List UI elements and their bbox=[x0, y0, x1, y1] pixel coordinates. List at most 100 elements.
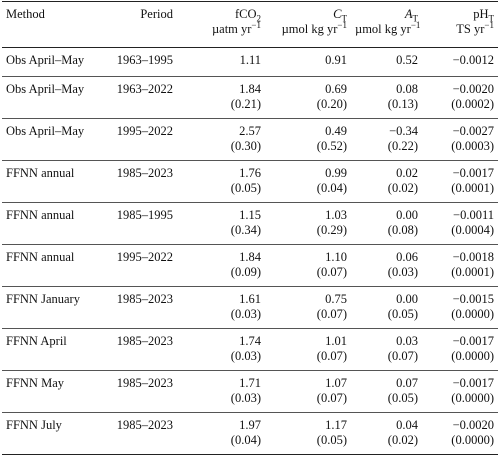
value-cell: −0.0017 (0.0001) bbox=[422, 161, 498, 203]
header-symbol: C bbox=[333, 7, 342, 21]
table-row: FFNN April 1985–2023 1.74 (0.03) 1.01 (0.07) 0… bbox=[2, 329, 498, 371]
method-cell: FFNN annual bbox=[2, 245, 107, 287]
method-cell: FFNN annual bbox=[2, 161, 107, 203]
value: 1.61 bbox=[239, 292, 261, 306]
value-cell: 2.57 (0.30) bbox=[177, 119, 265, 161]
method: FFNN annual bbox=[6, 250, 75, 264]
value-cell: 1.15 (0.34) bbox=[177, 203, 265, 245]
value: −0.0011 bbox=[453, 208, 494, 222]
error: (0.34) bbox=[230, 223, 261, 237]
value: −0.34 bbox=[389, 124, 418, 138]
header-symbol: Period bbox=[140, 7, 173, 21]
value-cell: 1.61 (0.03) bbox=[177, 287, 265, 329]
error: (0.02) bbox=[387, 433, 418, 447]
value-cell: 0.06 (0.03) bbox=[351, 245, 422, 287]
method: FFNN annual bbox=[6, 166, 75, 180]
value-cell: −0.0020 (0.0000) bbox=[422, 413, 498, 455]
header-symbol: Method bbox=[6, 7, 45, 21]
column-header: pHT TS yr−1 bbox=[422, 2, 498, 48]
value-cell: 0.00 (0.08) bbox=[351, 203, 422, 245]
table-row: FFNN annual 1995–2022 1.84 (0.09) 1.10 (0.07)… bbox=[2, 245, 498, 287]
value-cell: 0.52 bbox=[351, 48, 422, 77]
value: 0.08 bbox=[396, 82, 418, 96]
error: (0.09) bbox=[230, 265, 261, 279]
header-unit: µmol kg yr bbox=[281, 22, 338, 36]
value: −0.0020 bbox=[452, 418, 494, 432]
method: Obs April–May bbox=[6, 82, 85, 96]
value-cell: 0.75 (0.07) bbox=[265, 287, 351, 329]
value-cell: 1.74 (0.03) bbox=[177, 329, 265, 371]
value: 0.00 bbox=[396, 208, 418, 222]
value: 1.11 bbox=[239, 53, 261, 67]
value-cell: 0.91 bbox=[265, 48, 351, 77]
value-cell: 1.03 (0.29) bbox=[265, 203, 351, 245]
table-row: Obs April–May 1995–2022 2.57 (0.30) 0.49 (0.5… bbox=[2, 119, 498, 161]
method-cell: FFNN April bbox=[2, 329, 107, 371]
error: (0.0000) bbox=[451, 433, 494, 447]
error: (0.07) bbox=[316, 307, 347, 321]
error: (0.05) bbox=[387, 307, 418, 321]
period: 1985–2023 bbox=[116, 418, 173, 432]
error: (0.52) bbox=[316, 139, 347, 153]
value: 1.01 bbox=[325, 334, 347, 348]
error: (0.07) bbox=[387, 349, 418, 363]
value-cell: 1.84 (0.09) bbox=[177, 245, 265, 287]
method: FFNN annual bbox=[6, 208, 75, 222]
error: (0.03) bbox=[230, 391, 261, 405]
value: 1.84 bbox=[239, 82, 261, 96]
table-row: Obs April–May 1963–2022 1.84 (0.21) 0.69 (0.2… bbox=[2, 77, 498, 119]
table-body: Obs April–May 1963–1995 1.11 0.91 0.52 −0.001… bbox=[2, 48, 498, 455]
error: (0.02) bbox=[387, 181, 418, 195]
period-cell: 1995–2022 bbox=[107, 245, 177, 287]
value-cell: 1.71 (0.03) bbox=[177, 371, 265, 413]
error: (0.08) bbox=[387, 223, 418, 237]
value: 0.99 bbox=[325, 166, 347, 180]
value-cell: 1.07 (0.07) bbox=[265, 371, 351, 413]
method-cell: FFNN January bbox=[2, 287, 107, 329]
value-cell: 0.03 (0.07) bbox=[351, 329, 422, 371]
period: 1963–1995 bbox=[116, 53, 173, 67]
period-cell: 1985–2023 bbox=[107, 287, 177, 329]
header-superscript: −1 bbox=[484, 19, 494, 30]
error: (0.0001) bbox=[451, 181, 494, 195]
value-cell: 0.99 (0.04) bbox=[265, 161, 351, 203]
error: (0.13) bbox=[387, 97, 418, 111]
error: (0.0001) bbox=[451, 265, 494, 279]
table-header: Method Period fCO2 µatm yr−1 CT µmol kg yr−1 A… bbox=[2, 1, 498, 48]
period-cell: 1963–2022 bbox=[107, 77, 177, 119]
method-cell: Obs April–May bbox=[2, 119, 107, 161]
value-cell: 1.01 (0.07) bbox=[265, 329, 351, 371]
table-row: FFNN annual 1985–2023 1.76 (0.05) 0.99 (0.04)… bbox=[2, 161, 498, 203]
method-cell: Obs April–May bbox=[2, 48, 107, 77]
header-subscript: T bbox=[412, 13, 419, 24]
error: (0.05) bbox=[316, 433, 347, 447]
header-unit: TS yr bbox=[456, 22, 485, 36]
period-cell: 1963–1995 bbox=[107, 48, 177, 77]
value: −0.0020 bbox=[452, 82, 494, 96]
header-subscript: T bbox=[341, 13, 348, 24]
value-cell: −0.0012 bbox=[422, 48, 498, 77]
value-cell: 0.00 (0.05) bbox=[351, 287, 422, 329]
value: 0.00 bbox=[396, 292, 418, 306]
error: (0.05) bbox=[387, 391, 418, 405]
header-symbol: A bbox=[404, 7, 413, 21]
error: (0.0000) bbox=[451, 391, 494, 405]
value-cell: −0.0020 (0.0002) bbox=[422, 77, 498, 119]
value-cell: 1.10 (0.07) bbox=[265, 245, 351, 287]
value: 0.04 bbox=[396, 418, 418, 432]
value: −0.0017 bbox=[452, 334, 494, 348]
value: 1.07 bbox=[325, 376, 347, 390]
value: 2.57 bbox=[239, 124, 261, 138]
error: (0.07) bbox=[316, 391, 347, 405]
value: −0.0017 bbox=[452, 166, 494, 180]
period-cell: 1985–1995 bbox=[107, 203, 177, 245]
header-superscript: −1 bbox=[251, 19, 261, 30]
value: −0.0015 bbox=[452, 292, 494, 306]
value: 1.15 bbox=[239, 208, 261, 222]
value: 1.76 bbox=[239, 166, 261, 180]
value: 0.07 bbox=[396, 376, 418, 390]
value-cell: 0.04 (0.02) bbox=[351, 413, 422, 455]
table-row: FFNN annual 1985–1995 1.15 (0.34) 1.03 (0.29)… bbox=[2, 203, 498, 245]
error: (0.0000) bbox=[451, 349, 494, 363]
